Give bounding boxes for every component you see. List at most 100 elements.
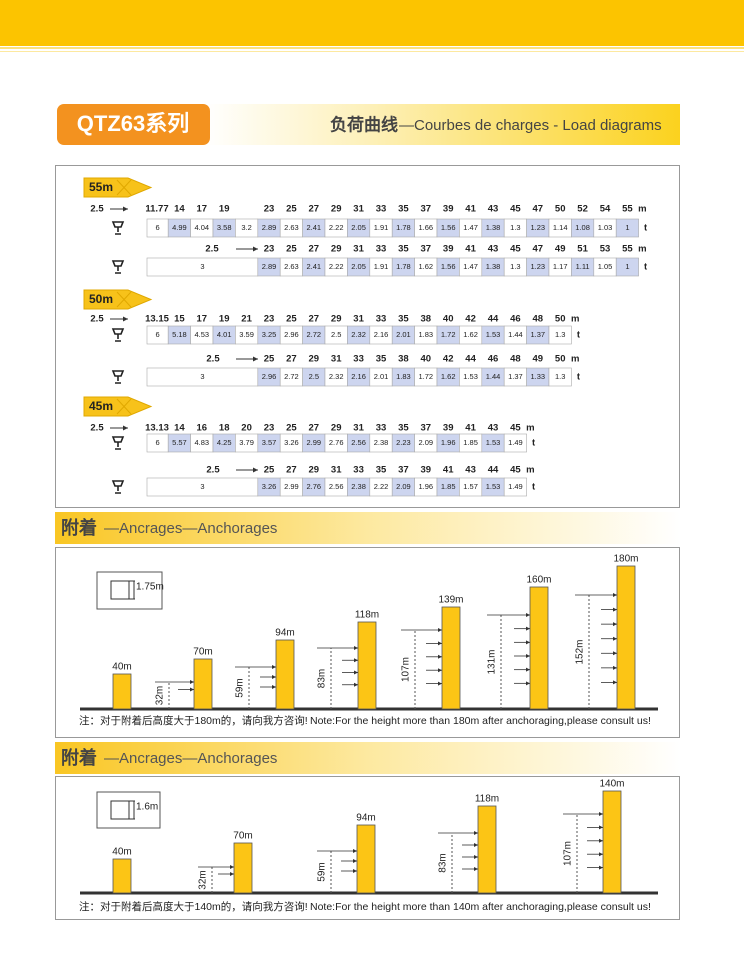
- distance: 42: [465, 314, 476, 325]
- load-value: 2.76: [306, 482, 321, 491]
- distance: 45: [510, 465, 521, 476]
- load-value: 3.79: [239, 438, 254, 447]
- load-value: 1.53: [463, 372, 478, 381]
- load-value: 1.91: [374, 262, 389, 271]
- distance: 33: [353, 465, 364, 476]
- load-value: 2.09: [418, 438, 433, 447]
- load-cell: [615, 218, 639, 238]
- load-value: 1.44: [508, 330, 523, 339]
- tower: [441, 606, 461, 710]
- distance: 31: [353, 244, 364, 255]
- section-square: [110, 800, 130, 820]
- diagram-box: [55, 776, 680, 920]
- load-unit: t: [577, 372, 581, 383]
- load-value: 1.62: [463, 330, 478, 339]
- load-value: 3: [200, 482, 204, 491]
- tower-height: 140m: [599, 779, 624, 790]
- load-value: 1.33: [530, 372, 545, 381]
- distance: 46: [488, 354, 499, 365]
- section-band: [55, 512, 680, 544]
- distance-unit: m: [638, 204, 646, 215]
- title-cn: 负荷曲线: [330, 114, 398, 134]
- section-tag: [83, 177, 153, 198]
- load-value: 5.57: [172, 438, 187, 447]
- load-value: 1.11: [576, 262, 590, 271]
- anchor-spacing: 83m: [317, 669, 328, 688]
- tower: [357, 621, 377, 710]
- load-value: 1.91: [374, 223, 389, 232]
- tower: [275, 639, 295, 710]
- distance: 29: [309, 465, 320, 476]
- load-box: [55, 165, 680, 508]
- distance: 55: [622, 204, 633, 215]
- distance: 35: [376, 465, 387, 476]
- distance: 43: [465, 465, 476, 476]
- load-value: 2.32: [329, 372, 344, 381]
- load-value: 2.89: [262, 262, 277, 271]
- distance: 17: [197, 204, 208, 215]
- load-value: 2.16: [374, 330, 389, 339]
- note-en: Note:For the height more than 180m after…: [310, 715, 651, 727]
- section-tag-label: 50m: [89, 292, 113, 306]
- distance: 33: [376, 314, 387, 325]
- anchor-spacing: 59m: [235, 678, 246, 697]
- distance: 13.15: [145, 314, 169, 325]
- distance: 50: [555, 354, 566, 365]
- distance: 48: [510, 354, 521, 365]
- note-cn: 注：对于附着后高度大于180m的，请向我方咨询!: [79, 714, 308, 727]
- section-title-en: —Ancrages—Anchorages: [104, 750, 277, 767]
- load-value: 1.3: [555, 372, 565, 381]
- load-value: 1.62: [441, 372, 456, 381]
- load-value: 1.44: [486, 372, 501, 381]
- load-value: 2.99: [306, 438, 321, 447]
- load-cell: [503, 433, 527, 453]
- distance: 41: [465, 244, 476, 255]
- load-value: 1.23: [530, 262, 545, 271]
- load-value: 1.49: [508, 438, 523, 447]
- distance-unit: m: [526, 465, 534, 476]
- load-value: 2.41: [306, 262, 321, 271]
- load-value: 4.01: [217, 330, 232, 339]
- tower-height: 139m: [438, 595, 463, 606]
- anchor-spacing: 83m: [438, 853, 449, 872]
- distance: 14: [174, 423, 185, 434]
- load-value: 3.58: [217, 223, 232, 232]
- tag-cross: [116, 398, 132, 415]
- distance: 23: [264, 423, 275, 434]
- load-value: 2.16: [351, 372, 366, 381]
- distance: 31: [331, 354, 342, 365]
- distance: 23: [264, 244, 275, 255]
- badge-text: QTZ63系列: [77, 111, 189, 136]
- load-value: 6: [156, 330, 160, 339]
- load-value: 4.04: [194, 223, 209, 232]
- distance: 41: [465, 423, 476, 434]
- distance: 14: [174, 204, 185, 215]
- distance: 53: [600, 244, 611, 255]
- distance: 40: [443, 314, 454, 325]
- distance: 29: [331, 423, 342, 434]
- top-line: [0, 51, 744, 52]
- distance: 31: [353, 204, 364, 215]
- load-value: 2.09: [396, 482, 411, 491]
- tower-height: 70m: [233, 831, 252, 842]
- load-value: 1.14: [553, 223, 568, 232]
- tower: [602, 790, 622, 894]
- distance: 50: [555, 204, 566, 215]
- load-value: 1.53: [486, 482, 501, 491]
- load-value: 1.83: [418, 330, 433, 339]
- load-value: 2.72: [306, 330, 321, 339]
- load-value: 3.59: [239, 330, 254, 339]
- load-value: 1.96: [441, 438, 456, 447]
- tag-cross: [116, 291, 132, 308]
- distance: 45: [510, 423, 521, 434]
- distance-unit: m: [638, 244, 646, 255]
- section-tag: [83, 396, 153, 417]
- load-value: 2.5: [331, 330, 341, 339]
- distance: 48: [533, 314, 544, 325]
- distance: 25: [286, 423, 297, 434]
- distance: 31: [353, 423, 364, 434]
- distance: 45: [510, 244, 521, 255]
- distance: 25: [286, 204, 297, 215]
- section-tag: [83, 289, 153, 310]
- load-value: 1: [625, 262, 629, 271]
